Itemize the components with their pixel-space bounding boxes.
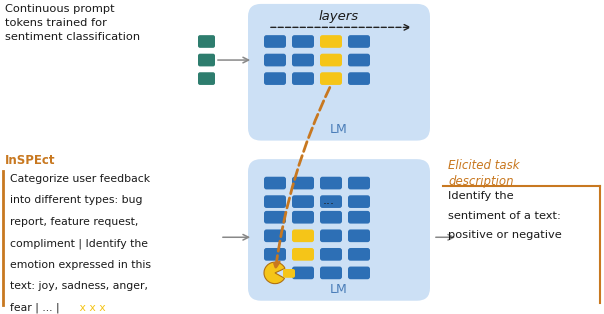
FancyBboxPatch shape bbox=[348, 267, 370, 279]
Text: compliment | Identify the: compliment | Identify the bbox=[10, 238, 148, 249]
Text: fear | ... |: fear | ... | bbox=[10, 303, 60, 313]
FancyBboxPatch shape bbox=[320, 230, 342, 242]
FancyBboxPatch shape bbox=[348, 195, 370, 208]
FancyBboxPatch shape bbox=[348, 35, 370, 48]
Text: InSPEct: InSPEct bbox=[5, 154, 56, 167]
FancyBboxPatch shape bbox=[264, 195, 286, 208]
FancyBboxPatch shape bbox=[248, 4, 430, 141]
FancyBboxPatch shape bbox=[348, 248, 370, 261]
FancyBboxPatch shape bbox=[292, 267, 314, 279]
Text: sentiment of a text:: sentiment of a text: bbox=[448, 211, 561, 221]
FancyBboxPatch shape bbox=[264, 230, 286, 242]
FancyBboxPatch shape bbox=[283, 269, 295, 278]
FancyBboxPatch shape bbox=[320, 195, 342, 208]
FancyBboxPatch shape bbox=[264, 72, 286, 85]
FancyBboxPatch shape bbox=[264, 35, 286, 48]
FancyBboxPatch shape bbox=[248, 159, 430, 301]
FancyBboxPatch shape bbox=[348, 230, 370, 242]
Wedge shape bbox=[264, 262, 285, 284]
FancyBboxPatch shape bbox=[320, 177, 342, 189]
FancyBboxPatch shape bbox=[198, 72, 215, 85]
FancyBboxPatch shape bbox=[292, 177, 314, 189]
Text: Continuous prompt
tokens trained for
sentiment classification: Continuous prompt tokens trained for sen… bbox=[5, 4, 140, 42]
Text: LM: LM bbox=[330, 284, 348, 296]
Text: Identify the: Identify the bbox=[448, 191, 513, 201]
FancyBboxPatch shape bbox=[292, 72, 314, 85]
FancyBboxPatch shape bbox=[264, 54, 286, 66]
FancyBboxPatch shape bbox=[348, 177, 370, 189]
FancyBboxPatch shape bbox=[348, 211, 370, 224]
FancyBboxPatch shape bbox=[292, 248, 314, 261]
Text: report, feature request,: report, feature request, bbox=[10, 217, 138, 227]
FancyBboxPatch shape bbox=[264, 248, 286, 261]
FancyBboxPatch shape bbox=[264, 211, 286, 224]
FancyBboxPatch shape bbox=[320, 267, 342, 279]
Text: into different types: bug: into different types: bug bbox=[10, 195, 143, 205]
Text: Categorize user feedback: Categorize user feedback bbox=[10, 174, 150, 184]
Text: ...: ... bbox=[323, 194, 335, 207]
Text: layers: layers bbox=[319, 10, 359, 23]
Text: LM: LM bbox=[330, 123, 348, 136]
FancyBboxPatch shape bbox=[348, 72, 370, 85]
FancyBboxPatch shape bbox=[198, 35, 215, 48]
Text: emotion expressed in this: emotion expressed in this bbox=[10, 260, 151, 270]
FancyBboxPatch shape bbox=[292, 230, 314, 242]
FancyBboxPatch shape bbox=[292, 211, 314, 224]
FancyBboxPatch shape bbox=[292, 195, 314, 208]
FancyBboxPatch shape bbox=[320, 211, 342, 224]
Text: text: joy, sadness, anger,: text: joy, sadness, anger, bbox=[10, 281, 148, 291]
FancyBboxPatch shape bbox=[320, 54, 342, 66]
FancyBboxPatch shape bbox=[198, 54, 215, 66]
FancyBboxPatch shape bbox=[320, 72, 342, 85]
Text: positive or negative: positive or negative bbox=[448, 230, 562, 241]
FancyBboxPatch shape bbox=[292, 35, 314, 48]
FancyBboxPatch shape bbox=[292, 54, 314, 66]
FancyBboxPatch shape bbox=[320, 35, 342, 48]
Text: Elicited task
description: Elicited task description bbox=[448, 159, 519, 188]
Text: x x x: x x x bbox=[76, 303, 106, 313]
FancyBboxPatch shape bbox=[264, 177, 286, 189]
FancyBboxPatch shape bbox=[320, 248, 342, 261]
FancyBboxPatch shape bbox=[348, 54, 370, 66]
